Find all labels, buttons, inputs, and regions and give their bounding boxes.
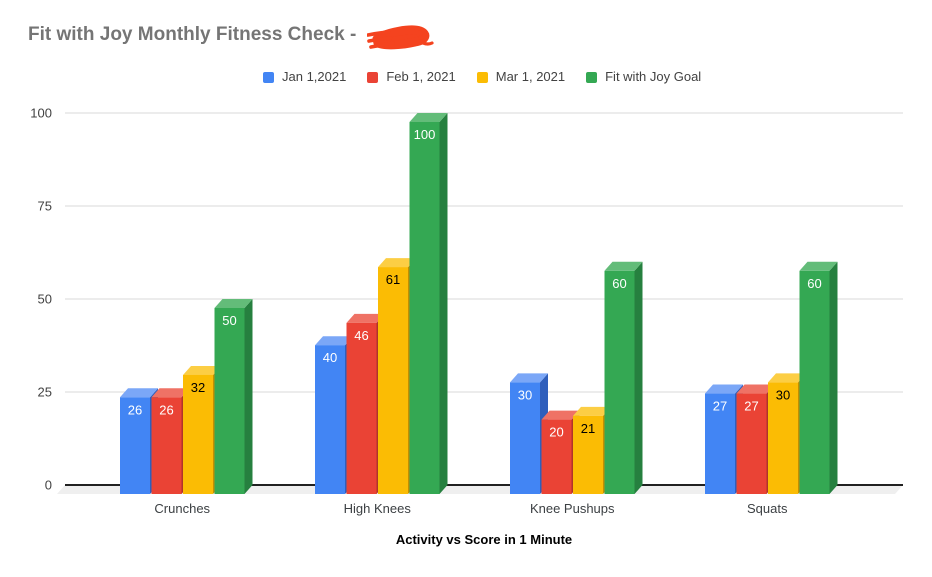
bar-4-high-knees-value-label: 100 — [414, 127, 436, 142]
legend-label: Feb 1, 2021 — [386, 69, 456, 84]
bar-2-squats-value-label: 27 — [744, 399, 758, 414]
bar-3-squats-value-label: 30 — [776, 387, 790, 402]
legend-swatch — [586, 71, 598, 83]
bar-3-squats[interactable] — [768, 382, 798, 494]
bar-3-knee-pushups-top — [573, 406, 611, 416]
bar-2-crunches-value-label: 26 — [159, 402, 173, 417]
legend-label: Fit with Joy Goal — [605, 69, 702, 84]
legend-label: Mar 1, 2021 — [495, 69, 566, 84]
bar-3-high-knees-top — [378, 258, 416, 268]
bar-1-knee-pushups-value-label: 30 — [518, 387, 532, 402]
scribble-redaction-mark — [366, 25, 434, 50]
category-label-crunches: Crunches — [154, 501, 210, 516]
bar-4-knee-pushups[interactable] — [604, 270, 635, 494]
bar-4-crunches-value-label: 50 — [222, 313, 236, 328]
y-tick-label-25: 25 — [38, 385, 52, 400]
legend-item-2[interactable]: Feb 1, 2021 — [367, 69, 456, 85]
bar-1-high-knees-top — [315, 336, 353, 346]
bar-1-squats[interactable] — [705, 393, 735, 494]
bar-2-knee-pushups-top — [541, 410, 580, 420]
bar-2-squats-top — [736, 384, 775, 394]
bar-2-crunches-top — [151, 388, 190, 398]
bar-2-high-knees-top — [346, 313, 385, 323]
chart-floor — [57, 485, 903, 494]
bar-4-knee-pushups-top — [604, 261, 643, 271]
y-tick-label-50: 50 — [38, 292, 52, 307]
bar-3-crunches-value-label: 32 — [191, 380, 205, 395]
bar-2-high-knees[interactable] — [346, 322, 377, 494]
y-tick-label-75: 75 — [38, 199, 52, 214]
bar-4-high-knees[interactable] — [409, 122, 440, 494]
x-axis-title: Activity vs Score in 1 Minute — [396, 532, 572, 547]
bar-4-high-knees-side — [439, 113, 448, 494]
bar-1-squats-value-label: 27 — [713, 399, 727, 414]
legend-item-1[interactable]: Jan 1,2021 — [263, 69, 346, 85]
y-tick-label-100: 100 — [30, 106, 52, 121]
bar-4-crunches-top — [214, 299, 253, 308]
legend-item-4[interactable]: Fit with Joy Goal — [586, 69, 701, 85]
legend: Jan 1,2021 Feb 1, 2021 Mar 1, 2021 Fit with… — [263, 69, 701, 85]
legend-swatch — [367, 71, 379, 83]
legend-swatch — [476, 71, 488, 83]
category-label-squats: Squats — [747, 501, 788, 516]
bar-2-crunches[interactable] — [151, 397, 182, 494]
chart-title: Fit with Joy Monthly Fitness Check - — [28, 24, 362, 45]
bar-3-high-knees[interactable] — [378, 267, 408, 494]
bar-1-crunches-top — [120, 388, 158, 398]
bar-3-crunches-top — [183, 365, 221, 375]
bar-1-high-knees[interactable] — [315, 345, 345, 494]
bar-3-knee-pushups[interactable] — [573, 415, 603, 494]
bar-1-high-knees-value-label: 40 — [323, 350, 337, 365]
bar-4-squats[interactable] — [799, 270, 830, 494]
legend-swatch — [263, 71, 274, 83]
bar-3-knee-pushups-value-label: 21 — [581, 421, 595, 436]
bar-1-squats-top — [705, 384, 743, 394]
bar-1-knee-pushups[interactable] — [510, 382, 540, 494]
bar-4-high-knees-top — [409, 113, 448, 122]
bar-2-knee-pushups-value-label: 20 — [549, 425, 563, 440]
category-label-knee-pushups: Knee Pushups — [530, 501, 615, 516]
bar-2-squats[interactable] — [736, 393, 767, 494]
bar-4-squats-value-label: 60 — [807, 276, 821, 291]
bar-1-crunches-value-label: 26 — [128, 402, 142, 417]
bar-4-crunches-side — [244, 299, 253, 494]
bar-4-crunches[interactable] — [214, 308, 245, 494]
bar-2-knee-pushups[interactable] — [541, 419, 572, 494]
bar-3-crunches[interactable] — [183, 374, 213, 494]
bar-3-squats-top — [768, 373, 806, 383]
bar-4-squats-top — [799, 261, 838, 271]
bar-3-high-knees-value-label: 61 — [386, 272, 400, 287]
legend-label: Jan 1,2021 — [282, 69, 347, 84]
category-label-high-knees: High Knees — [344, 501, 412, 516]
bar-1-crunches[interactable] — [120, 397, 150, 494]
y-tick-label-0: 0 — [45, 478, 52, 493]
bar-4-squats-side — [829, 261, 838, 494]
bar-1-knee-pushups-top — [510, 373, 548, 383]
bar-4-knee-pushups-value-label: 60 — [612, 276, 626, 291]
legend-item-3[interactable]: Mar 1, 2021 — [476, 69, 566, 85]
bar-2-high-knees-value-label: 46 — [354, 328, 368, 343]
chart-header: Fit with Joy Monthly Fitness Check - — [28, 22, 435, 53]
bar-4-knee-pushups-side — [634, 261, 643, 494]
